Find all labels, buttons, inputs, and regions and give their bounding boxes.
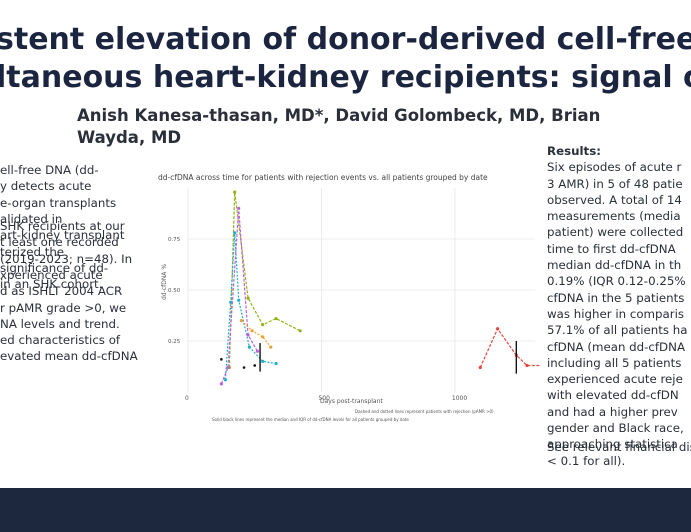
- results-text-line: and had a higher prev: [547, 404, 678, 419]
- x-tick-label: 1000: [452, 395, 467, 402]
- left-text-line: ed characteristics of: [0, 333, 121, 348]
- data-point: [247, 345, 251, 349]
- data-point: [274, 316, 278, 321]
- results-text-line: gender and Black race,: [547, 421, 684, 436]
- dd-cfdna-chart: dd-cfDNA across time for patients with r…: [158, 173, 540, 422]
- authors-line-1: Anish Kanesa-thasan, MD*, David Golombec…: [77, 106, 601, 125]
- data-point: [246, 333, 250, 337]
- left-text-line: SHK recipients at our: [0, 219, 125, 233]
- title-line-1: stent elevation of donor-derived cell-fr…: [0, 22, 691, 57]
- data-point: [269, 345, 273, 349]
- left-text-line: evated mean dd-cfDNA: [0, 349, 138, 364]
- x-tick-label: 500: [318, 395, 330, 402]
- chart-series: [219, 190, 540, 386]
- x-axis-label: Days post-transplant: [320, 398, 383, 405]
- results-text-line: experienced acute reje: [547, 372, 683, 387]
- chart-annotation-1: Dashed and dotted lines represent patien…: [355, 409, 494, 414]
- left-text-line: e-organ transplants: [0, 195, 117, 210]
- background-methods-column: ell-free DNA (dd-y detects acute e-organ …: [0, 162, 146, 492]
- results-text-line: approaching statistica: [547, 437, 678, 452]
- data-point: [226, 365, 230, 370]
- data-point: [229, 300, 233, 304]
- left-text-line: in an SHK cohort.: [0, 277, 103, 292]
- left-text-line: ell-free DNA (dd-: [0, 163, 99, 177]
- left-text-line: r pAMR grade >0, we: [0, 300, 127, 315]
- results-text-line: including all 5 patients: [547, 355, 682, 370]
- data-point: [298, 329, 302, 333]
- results-text-line: 57.1% of all patients ha: [547, 323, 688, 338]
- left-text-line: significance of dd-: [0, 260, 109, 275]
- median-point: [253, 364, 257, 367]
- data-point: [496, 327, 500, 331]
- results-text-line: measurements (media: [547, 209, 681, 224]
- data-point: [261, 323, 265, 327]
- y-tick-label: 0.25: [168, 339, 181, 345]
- left-text-line: (2019-2023; n=48). In: [0, 251, 133, 266]
- results-text-line: was higher in comparis: [547, 306, 685, 321]
- results-text-line: cfDNA in the 5 patients: [547, 290, 685, 305]
- left-text-line: y detects acute: [0, 179, 92, 194]
- results-text-line: < 0.1 for all).: [547, 453, 626, 468]
- y-tick-label: 0.75: [168, 237, 181, 243]
- author-list: Anish Kanesa-thasan, MD*, David Golombec…: [77, 105, 600, 149]
- data-point: [239, 319, 243, 323]
- left-text-line: NA levels and trend.: [0, 316, 120, 331]
- y-tick-label: 0.50: [168, 288, 181, 294]
- data-point: [237, 206, 241, 210]
- median-point: [220, 358, 223, 361]
- results-text-line: 0.19% (IQR 0.12-0.25%: [547, 274, 686, 289]
- left-text-line: art-kidney transplant: [0, 228, 125, 243]
- chart-annotation-2: Solid black lines represent the median a…: [212, 417, 409, 422]
- results-text-line: median dd-cfDNA in th: [547, 258, 682, 273]
- results-text-line: patient) were collected: [547, 225, 684, 240]
- data-point: [250, 329, 254, 333]
- data-point: [223, 378, 227, 382]
- median-point: [242, 366, 246, 369]
- data-point: [255, 349, 259, 353]
- financial-disclosure-note: See relevant financial discl: [547, 440, 691, 454]
- chart-grid: [187, 188, 535, 392]
- left-text-line: t least one recorded: [0, 235, 119, 250]
- x-tick-label: 0: [185, 395, 189, 402]
- data-point: [478, 365, 482, 370]
- title-line-2: ltaneous heart-kidney recipients: signal…: [0, 60, 691, 95]
- data-point: [246, 296, 250, 300]
- results-text-line: with elevated dd-cfDN: [547, 388, 679, 403]
- data-point: [274, 361, 278, 366]
- series-line: [240, 320, 272, 348]
- data-point: [219, 382, 223, 386]
- data-point: [233, 231, 237, 235]
- left-text-line: alidated in: [0, 211, 63, 226]
- left-text-line: terized the: [0, 244, 65, 259]
- chart-axes: 0 500 1000 0.25 0.50 0.75: [168, 237, 467, 402]
- results-text-line: Six episodes of acute r: [547, 160, 682, 175]
- authors-line-2: Wayda, MD: [77, 128, 182, 147]
- results-text-line: observed. A total of 14: [547, 192, 682, 207]
- data-point: [233, 190, 237, 194]
- results-heading: Results:: [547, 144, 601, 158]
- results-text-line: time to first dd-cfDNA: [547, 241, 676, 256]
- data-point: [261, 335, 265, 339]
- left-text-line: xperienced acute: [0, 267, 103, 282]
- results-text-line: cfDNA (mean dd-cfDNA: [547, 339, 686, 354]
- chart-title: dd-cfDNA across time for patients with r…: [158, 173, 488, 182]
- data-point: [261, 359, 265, 363]
- results-text-line: 3 AMR) in 5 of 48 patie: [547, 176, 683, 191]
- series-line: [228, 192, 301, 368]
- poster-title: stent elevation of donor-derived cell-fr…: [0, 22, 691, 102]
- left-text-line: d as ISHLT 2004 ACR: [0, 284, 123, 299]
- footer-bar: [0, 488, 691, 532]
- chart-marks: [220, 341, 518, 374]
- data-point: [237, 298, 241, 302]
- series-line: [479, 327, 540, 368]
- y-axis-label: dd-cfDNA %: [161, 264, 168, 300]
- data-point: [525, 363, 529, 368]
